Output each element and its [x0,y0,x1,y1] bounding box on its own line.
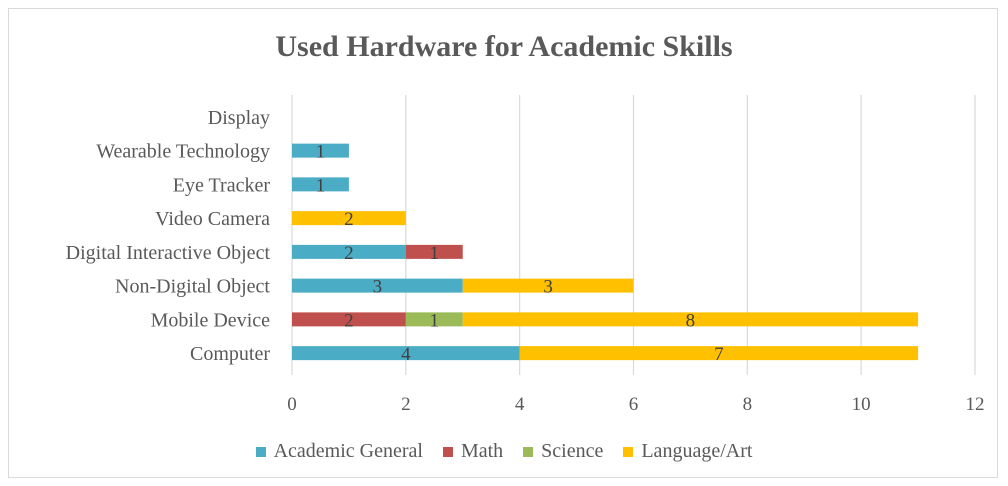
gridlines [291,95,976,375]
category-label: Wearable Technology [96,141,270,163]
x-tick-label: 0 [287,394,297,415]
bar-language-art-video-camera [292,211,406,226]
category-label: Digital Interactive Object [66,242,271,264]
category-label: Computer [190,343,270,365]
legend-swatch [255,446,266,457]
x-tick-label: 10 [852,394,871,415]
bars [292,143,919,361]
bar-academic-general-eye-tracker [292,177,349,192]
data-label: 1 [430,310,440,331]
bar-academic-general-wearable-technology [292,143,349,158]
x-tick-label: 2 [401,394,411,415]
bar-language-art-non-digital-object [462,278,634,293]
legend-label: Language/Art [641,440,753,462]
bar-academic-general-digital-interactive-object [292,244,406,259]
bar-math-mobile-device [292,312,406,327]
bar-math-digital-interactive-object [405,244,463,259]
legend-swatch [623,446,634,457]
data-label: 8 [686,310,696,331]
legend-label: Academic General [273,440,423,462]
data-label: 3 [373,277,383,298]
legend: Academic General Math Science Language/Art [0,440,1008,463]
chart-frame [8,8,998,478]
data-label: 3 [543,277,553,298]
bar-language-art-computer [519,346,919,361]
category-label: Eye Tracker [173,174,271,196]
legend-item: Language/Art [623,440,752,463]
data-label: 7 [714,344,724,365]
legend-item: Math [442,440,504,463]
bar-academic-general-non-digital-object [292,278,463,293]
data-label: 4 [401,344,411,365]
data-label: 1 [430,243,440,264]
data-label: 1 [316,142,326,163]
legend-label: Science [541,440,604,462]
chart-title: Used Hardware for Academic Skills [275,30,733,63]
category-labels: Computer Mobile Device Non-Digital Object D… [66,107,271,365]
x-tick-label: 4 [515,394,525,415]
legend-label: Math [460,440,504,462]
category-label: Non-Digital Object [115,276,270,298]
category-label: Mobile Device [151,309,271,331]
data-label: 2 [344,310,354,331]
data-label: 2 [344,243,354,264]
x-tick-label: 12 [966,394,985,415]
x-tick-labels: 0 2 4 6 8 10 12 [287,394,984,415]
category-label: Video Camera [155,208,270,230]
legend-swatch [442,446,453,457]
legend-item: Science [523,440,603,463]
category-label: Display [208,107,270,129]
bar-academic-general-computer [292,346,520,361]
data-label: 1 [316,175,326,196]
bar-language-art-mobile-device [462,312,919,327]
bar-science-mobile-device [405,312,463,327]
data-label: 2 [344,209,354,230]
x-tick-label: 6 [629,394,639,415]
legend-swatch [523,446,534,457]
legend-item: Academic General [255,440,423,463]
x-tick-label: 8 [743,394,753,415]
